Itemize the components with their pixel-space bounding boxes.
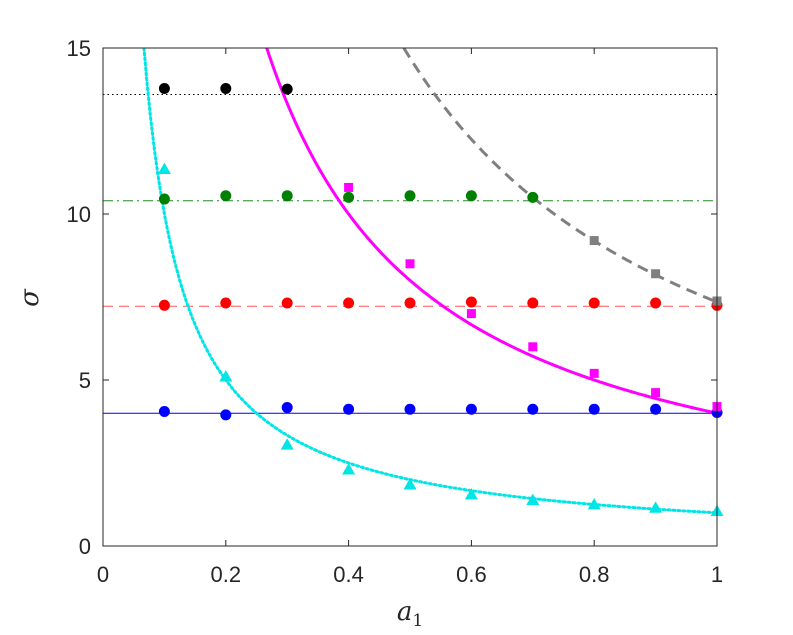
x-tick-label-3: 0.6	[456, 562, 487, 587]
x-tick-label-0: 0	[97, 562, 109, 587]
x-tick-label-4: 0.8	[579, 562, 610, 587]
series-1-point-1	[220, 190, 232, 202]
series-1-point-4	[404, 190, 416, 202]
series-1-point-3	[343, 191, 355, 203]
data-markers	[157, 83, 724, 517]
y-tick-label-3: 15	[67, 36, 91, 61]
series-6-point-7	[587, 498, 601, 510]
series-3-point-5	[465, 403, 477, 415]
x-tick-label-5: 1	[711, 562, 723, 587]
series-0-point-1	[220, 83, 232, 95]
series-6-point-6	[526, 493, 540, 506]
series-6-point-2	[280, 438, 294, 450]
series-2-point-3	[343, 297, 355, 309]
series-4-point-3	[528, 342, 538, 352]
x-tick-label-2: 0.4	[333, 562, 364, 587]
fit-curve-2	[402, 48, 717, 304]
x-axis-label: a1	[397, 597, 423, 631]
series-4-point-5	[651, 388, 661, 398]
series-4-point-2	[466, 309, 476, 319]
series-3-point-7	[588, 403, 600, 415]
fit-curve-0	[142, 48, 717, 515]
series-1-point-0	[158, 193, 170, 205]
series-1-point-5	[465, 190, 477, 202]
series-4-point-4	[589, 368, 599, 378]
series-4-point-0	[344, 182, 354, 192]
series-2-point-1	[220, 297, 232, 309]
series-2-point-7	[588, 297, 600, 309]
series-0-point-2	[281, 83, 293, 95]
fit-curve-1	[265, 48, 717, 415]
y-tick-label-1: 5	[79, 368, 91, 393]
series-2-point-8	[650, 297, 662, 309]
series-6-point-4	[403, 478, 417, 490]
series-6-point-8	[649, 501, 663, 513]
series-5-point-0	[589, 236, 599, 246]
y-tick-label-2: 10	[67, 202, 91, 227]
series-6-point-5	[464, 488, 478, 500]
series-4-point-1	[405, 259, 415, 269]
series-5-point-1	[651, 269, 661, 279]
series-3-point-6	[527, 403, 539, 415]
reference-lines	[103, 93, 717, 414]
plot-frame	[102, 47, 718, 547]
series-6-point-3	[342, 463, 356, 475]
series-3-point-8	[650, 403, 662, 415]
y-tick-label-0: 0	[79, 534, 91, 559]
series-6-point-1	[219, 370, 233, 382]
series-3-point-4	[404, 403, 416, 415]
fit-curves	[142, 48, 717, 515]
series-2-point-4	[404, 297, 416, 309]
y-axis-label: σ	[15, 288, 45, 307]
series-2-point-6	[527, 297, 539, 309]
series-2-point-5	[465, 296, 477, 308]
series-6-point-0	[157, 162, 171, 175]
series-3-point-1	[220, 409, 232, 421]
series-3-point-0	[158, 406, 170, 418]
series-3-point-2	[281, 402, 293, 414]
series-2-point-2	[281, 297, 293, 309]
series-1-point-6	[527, 191, 539, 203]
series-2-point-0	[158, 299, 170, 311]
x-tick-label-1: 0.2	[211, 562, 242, 587]
axis-ticks	[102, 47, 718, 547]
series-0-point-0	[158, 83, 170, 95]
series-3-point-3	[343, 403, 355, 415]
series-1-point-2	[281, 190, 293, 202]
